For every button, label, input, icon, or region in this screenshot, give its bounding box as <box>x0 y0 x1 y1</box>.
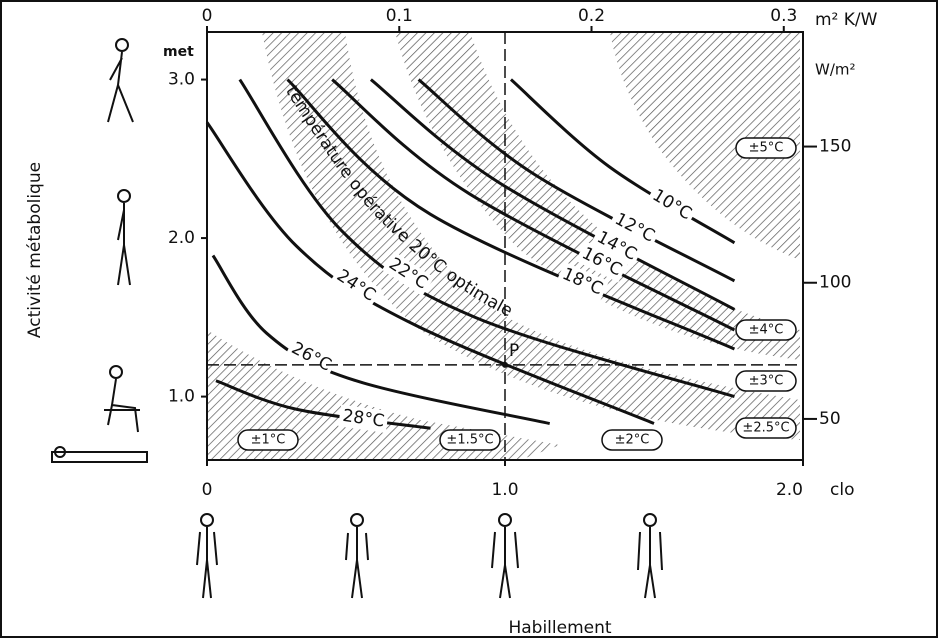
curve-label: 10°C <box>649 185 695 224</box>
y-axis-label: Activité métabolique <box>25 162 45 338</box>
x-tick-label: 0 <box>202 480 213 500</box>
point-label: P <box>509 341 519 361</box>
x-tick-label: 2.0 <box>776 480 803 500</box>
point <box>502 362 508 368</box>
x2-tick-label: 0.3 <box>770 6 797 26</box>
x-unit: clo <box>830 480 854 500</box>
curve-label-group: 26°C <box>285 336 338 378</box>
tolerance-label: ±1°C <box>251 433 286 448</box>
tolerance-label: ±5°C <box>749 141 784 156</box>
x-tick-label: 1.0 <box>491 480 518 500</box>
tolerance-label: ±2°C <box>615 433 650 448</box>
curve-label: 26°C <box>288 338 334 375</box>
tolerance-label: ±4°C <box>749 323 784 338</box>
y-tick-label: 1.0 <box>168 387 195 407</box>
chart: Habillement Activité métabolique clo met… <box>0 0 940 640</box>
y2-tick-label: 50 <box>819 409 841 429</box>
tolerance-label: ±2.5°C <box>742 421 789 436</box>
y-unit: met <box>163 44 194 60</box>
x2-tick-label: 0.2 <box>578 6 605 26</box>
x2-tick-label: 0 <box>202 6 213 26</box>
curve-label-group: 10°C <box>646 183 698 227</box>
tolerance-label: ±3°C <box>749 374 784 389</box>
tolerance-label: ±1.5°C <box>446 433 493 448</box>
y2-unit: W/m² <box>815 61 856 79</box>
y2-tick-label: 100 <box>819 273 851 293</box>
x2-tick-label: 0.1 <box>386 6 413 26</box>
y-tick-label: 3.0 <box>168 70 195 90</box>
y-tick-label: 2.0 <box>168 228 195 248</box>
x2-unit: m² K/W <box>815 10 878 30</box>
x-axis-label: Habillement <box>508 618 611 638</box>
y2-tick-label: 150 <box>819 137 851 157</box>
